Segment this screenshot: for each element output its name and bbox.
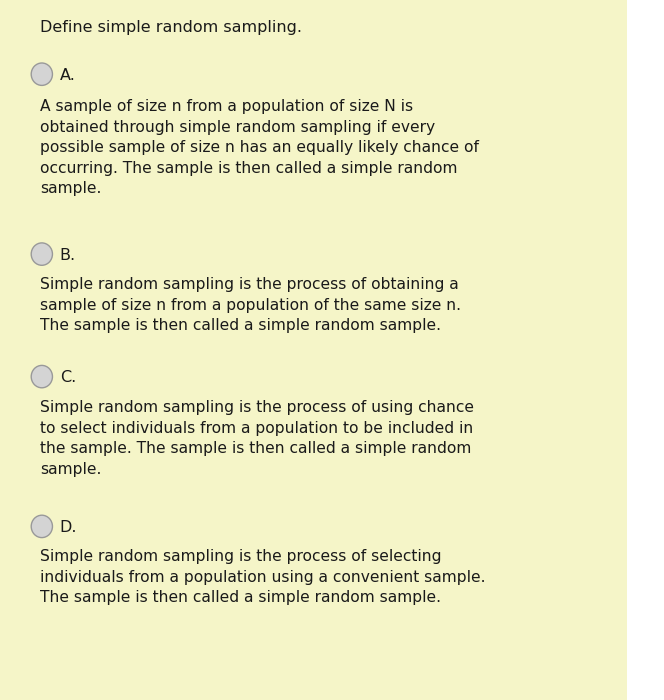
- Text: A.: A.: [60, 68, 76, 83]
- Text: Simple random sampling is the process of selecting
individuals from a population: Simple random sampling is the process of…: [40, 550, 485, 606]
- Circle shape: [31, 243, 52, 265]
- Bar: [627, 0, 664, 700]
- Circle shape: [31, 63, 52, 85]
- Text: D.: D.: [60, 520, 77, 536]
- Circle shape: [31, 515, 52, 538]
- Text: Simple random sampling is the process of using chance
to select individuals from: Simple random sampling is the process of…: [40, 400, 474, 477]
- Circle shape: [31, 365, 52, 388]
- Text: B.: B.: [60, 248, 76, 263]
- Text: C.: C.: [60, 370, 76, 386]
- Text: Simple random sampling is the process of obtaining a
sample of size n from a pop: Simple random sampling is the process of…: [40, 277, 461, 333]
- Text: A sample of size n from a population of size N is
obtained through simple random: A sample of size n from a population of …: [40, 99, 479, 196]
- Text: Define simple random sampling.: Define simple random sampling.: [40, 20, 302, 34]
